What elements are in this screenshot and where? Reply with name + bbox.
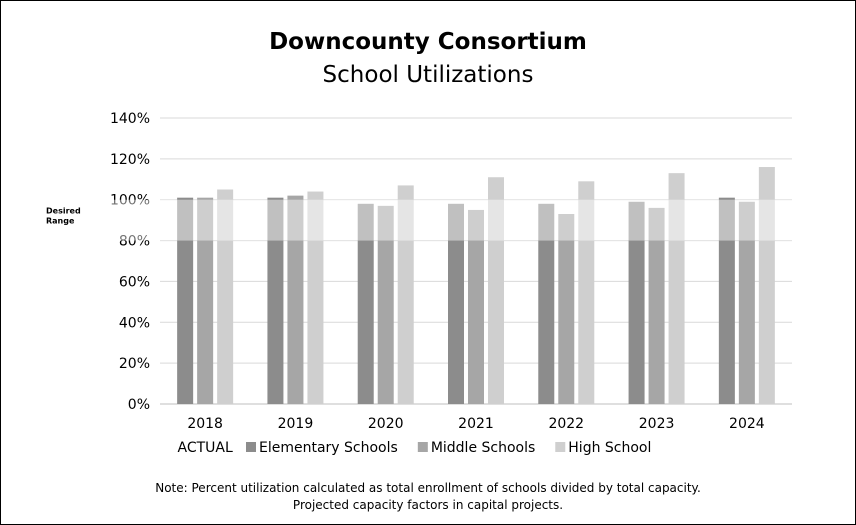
x-tick-sublabel: ACTUAL (177, 440, 232, 456)
note-line-1: Note: Percent utilization calculated as … (155, 481, 701, 495)
bar-high-school (307, 191, 324, 404)
bar-elementary-schools (357, 203, 374, 404)
bar-middle-schools (377, 205, 394, 404)
bar-elementary-schools (267, 197, 284, 404)
x-tick-label: 2024 (729, 416, 765, 432)
y-tick-label: 60% (119, 274, 150, 290)
desired-range-label: Range (46, 217, 75, 226)
y-tick-label: 80% (119, 234, 150, 250)
bar-middle-schools (468, 209, 484, 404)
bar-middle-schools (738, 201, 755, 404)
bar-elementary-schools (538, 203, 555, 404)
bar-high-school (488, 177, 504, 404)
bar-high-school (397, 185, 414, 404)
bar-elementary-schools (177, 197, 194, 404)
x-tick-label: 2023 (639, 416, 675, 432)
bar-middle-schools (558, 214, 575, 404)
y-tick-label: 120% (110, 152, 150, 168)
y-tick-label: 0% (128, 397, 150, 413)
chart-subtitle: School Utilizations (322, 62, 534, 88)
bar-high-school (217, 189, 234, 404)
bar-middle-schools (197, 197, 214, 404)
y-tick-label: 40% (119, 315, 150, 331)
x-tick-label: 2020 (368, 416, 404, 432)
bar-high-school (578, 181, 595, 404)
legend-label-middle-schools: Middle Schools (431, 440, 535, 456)
bar-middle-schools (287, 195, 304, 404)
bar-elementary-schools (718, 197, 735, 404)
bar-elementary-schools (628, 201, 645, 404)
x-tick-label: 2019 (278, 416, 314, 432)
legend-swatch-high-school (555, 442, 566, 452)
bar-middle-schools (648, 207, 665, 404)
desired-range-band (30, 199, 792, 241)
note-line-2: Projected capacity factors in capital pr… (292, 498, 564, 512)
x-tick-label: 2021 (458, 416, 494, 432)
legend-label-high-school: High School (568, 440, 651, 456)
x-tick-label: 2022 (548, 416, 584, 432)
y-tick-label: 20% (119, 356, 150, 372)
y-tick-label: 140% (110, 111, 150, 127)
legend-label-elementary-schools: Elementary Schools (259, 440, 398, 456)
chart-note: Note: Percent utilization calculated as … (0, 480, 856, 514)
bar-elementary-schools (448, 203, 464, 404)
bar-high-school (668, 173, 685, 404)
bar-high-school (758, 167, 775, 404)
desired-range-label: Desired (46, 207, 81, 216)
y-tick-label: 100% (110, 193, 150, 209)
legend-swatch-elementary-schools (246, 442, 256, 452)
chart-title: Downcounty Consortium (269, 29, 587, 55)
legend-swatch-middle-schools (417, 442, 428, 452)
x-tick-label: 2018 (187, 416, 223, 432)
